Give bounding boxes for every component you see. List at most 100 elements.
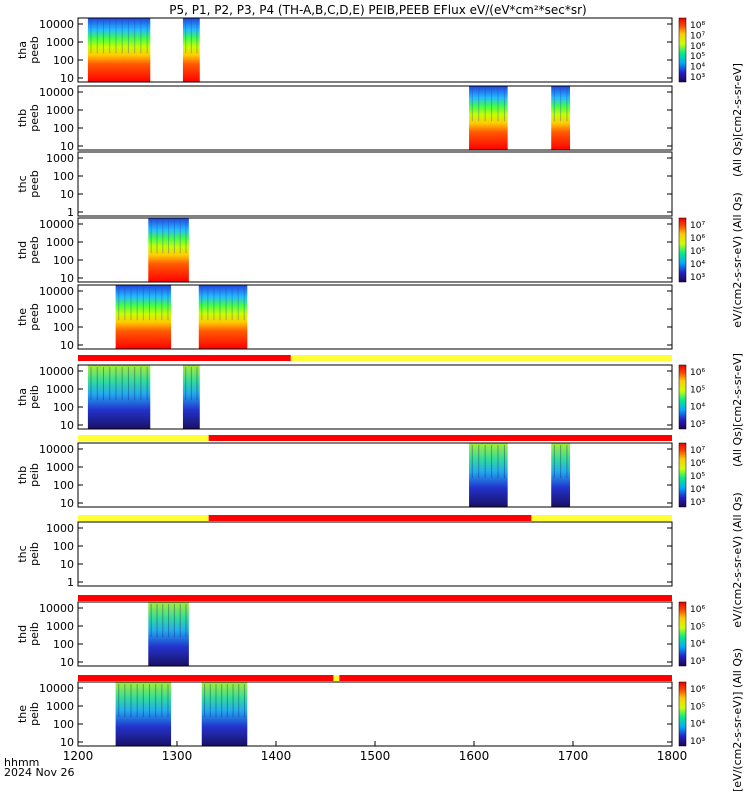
right-unit-label: [eV/(cm2-s-sr-eV)] (All Qs) [731, 648, 744, 792]
colorbar-label: 10³ [690, 420, 705, 430]
x-tick-label: 1400 [261, 749, 292, 763]
colorbar-label: 10⁴ [690, 260, 705, 270]
panel-the-peeb: 10000 1000 100 10 the peeb [16, 284, 673, 352]
spectrogram-band [551, 443, 571, 507]
panel-the-peib: 10000 1000 100 10 the peib 10⁶ 10⁵ 10⁴ 10³ [16, 681, 705, 749]
panel-label-instrument: peib [28, 542, 41, 566]
x-tick-label: 1500 [360, 749, 391, 763]
status-segment [208, 435, 672, 441]
y-tick-label: 10000 [39, 218, 74, 231]
panel-frame [77, 521, 673, 587]
y-tick-label: 10 [60, 736, 74, 749]
y-tick-label: 100 [53, 321, 74, 334]
colorbar [678, 681, 687, 747]
panel-frame [77, 85, 673, 151]
panel-thd-peib: 10000 1000 100 10 thd peib 10⁶ 10⁵ 10⁴ 10³ [16, 601, 705, 669]
y-tick-label: 10000 [39, 86, 74, 99]
spectrogram-band [148, 218, 189, 282]
x-tick-label: 1300 [162, 749, 193, 763]
spectrogram-band [201, 682, 248, 746]
y-tick-label: 10 [60, 188, 74, 201]
colorbar-label: 10⁴ [690, 640, 705, 650]
y-tick-label: 10 [60, 272, 74, 285]
colorbar [678, 442, 687, 508]
colorbar [678, 364, 687, 430]
panel-thc-peib: 1000 100 10 1 thc peib [16, 521, 673, 589]
panel-frame [77, 151, 673, 217]
status-bars-group [78, 355, 672, 681]
spectrogram-band [182, 18, 200, 82]
y-tick-label: 1000 [46, 700, 74, 713]
panel-frame [77, 217, 673, 283]
spectrogram-band [87, 365, 151, 429]
right-labels-group: (All Qs)[cm2-s-sr-eV] eV/(cm2-s-sr-eV) (A… [731, 63, 744, 792]
colorbar-label: 10⁶ [690, 605, 705, 615]
spectrogram-band [115, 285, 172, 349]
y-tick-label: 100 [53, 638, 74, 651]
panel-label-probe: the [16, 705, 29, 723]
y-tick-label: 10000 [39, 682, 74, 695]
status-segment [78, 595, 672, 601]
colorbar-label: 10³ [690, 498, 705, 508]
panel-thb-peib: 10000 1000 100 10 thb peib 10⁷ 10⁶ 10⁵ 10⁴ 10³ [16, 442, 705, 510]
colorbar-label: 10⁶ [690, 42, 705, 52]
panel-frame [77, 601, 673, 667]
y-tick-label: 1000 [46, 152, 74, 165]
colorbar-label: 10³ [690, 273, 705, 283]
y-tick-label: 10 [60, 339, 74, 352]
colorbar-label: 10⁴ [690, 720, 705, 730]
colorbar [678, 217, 687, 283]
spectrogram-band [182, 365, 200, 429]
panel-label-instrument: peeb [28, 104, 41, 132]
status-segment [78, 675, 334, 681]
status-segment [78, 355, 291, 361]
panel-thb-peeb: 10000 1000 100 10 thb peeb [16, 85, 673, 153]
colorbar-label: 10⁶ [690, 234, 705, 244]
spectrogram-band [469, 443, 508, 507]
y-tick-label: 1000 [46, 383, 74, 396]
right-unit-label: (All Qs)[cm2-s-sr-eV] [731, 63, 744, 177]
y-tick-label: 100 [53, 401, 74, 414]
colorbar-label: 10⁶ [690, 368, 705, 378]
y-tick-label: 10 [60, 558, 74, 571]
y-tick-label: 10 [60, 419, 74, 432]
colorbar-label: 10⁴ [690, 403, 705, 413]
panel-frame [77, 364, 673, 430]
panel-label-probe: thb [16, 466, 29, 484]
plot-title: P5, P1, P2, P3, P4 (TH-A,B,C,D,E) PEIB,P… [169, 3, 586, 17]
y-tick-label: 10000 [39, 285, 74, 298]
y-tick-label: 1000 [46, 522, 74, 535]
y-tick-label: 10 [60, 497, 74, 510]
colorbar-label: 10⁷ [690, 221, 705, 231]
status-segment [339, 675, 672, 681]
colorbar-label: 10⁴ [690, 485, 705, 495]
colorbar-label: 10⁵ [690, 702, 705, 712]
panel-label-probe: thc [16, 175, 29, 192]
colorbar-label: 10⁵ [690, 622, 705, 632]
y-tick-label: 100 [53, 254, 74, 267]
footer-hhmm: hhmm [4, 756, 39, 769]
colorbar-label: 10⁵ [690, 52, 705, 62]
status-segment [290, 355, 672, 361]
x-tick-label: 1700 [558, 749, 589, 763]
colorbar-label: 10⁵ [690, 385, 705, 395]
y-tick-label: 100 [53, 170, 74, 183]
y-tick-label: 100 [53, 54, 74, 67]
y-tick-label: 1000 [46, 236, 74, 249]
y-tick-label: 1 [67, 576, 74, 589]
spectrogram-band [115, 682, 172, 746]
x-tick-label: 1200 [63, 749, 94, 763]
right-unit-label: eV/(cm2-s-sr-eV) (All Qs) [731, 192, 744, 327]
status-segment [333, 675, 340, 681]
y-tick-label: 1000 [46, 104, 74, 117]
panel-label-probe: thd [16, 625, 29, 643]
panel-frame [77, 17, 673, 83]
colorbar-label: 10³ [690, 737, 705, 747]
y-tick-label: 1000 [46, 620, 74, 633]
y-tick-label: 100 [53, 718, 74, 731]
colorbar-label: 10⁵ [690, 247, 705, 257]
status-segment [208, 515, 532, 521]
y-tick-label: 10000 [39, 443, 74, 456]
